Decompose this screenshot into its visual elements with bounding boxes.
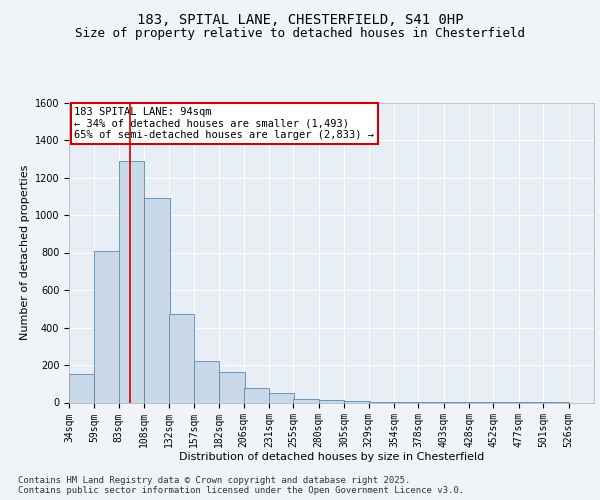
Text: Contains HM Land Registry data © Crown copyright and database right 2025.
Contai: Contains HM Land Registry data © Crown c… — [18, 476, 464, 495]
Bar — [69, 374, 94, 402]
Text: Size of property relative to detached houses in Chesterfield: Size of property relative to detached ho… — [75, 28, 525, 40]
Bar — [344, 400, 370, 402]
Bar — [319, 400, 344, 402]
X-axis label: Distribution of detached houses by size in Chesterfield: Distribution of detached houses by size … — [179, 452, 484, 462]
Text: 183 SPITAL LANE: 94sqm
← 34% of detached houses are smaller (1,493)
65% of semi-: 183 SPITAL LANE: 94sqm ← 34% of detached… — [74, 107, 374, 140]
Bar — [269, 393, 295, 402]
Bar — [144, 198, 170, 402]
Bar — [119, 160, 144, 402]
Text: 183, SPITAL LANE, CHESTERFIELD, S41 0HP: 183, SPITAL LANE, CHESTERFIELD, S41 0HP — [137, 12, 463, 26]
Y-axis label: Number of detached properties: Number of detached properties — [20, 165, 31, 340]
Bar — [94, 250, 120, 402]
Bar — [194, 361, 219, 403]
Bar — [219, 372, 245, 402]
Bar — [293, 399, 319, 402]
Bar — [169, 314, 194, 402]
Bar — [244, 388, 269, 402]
